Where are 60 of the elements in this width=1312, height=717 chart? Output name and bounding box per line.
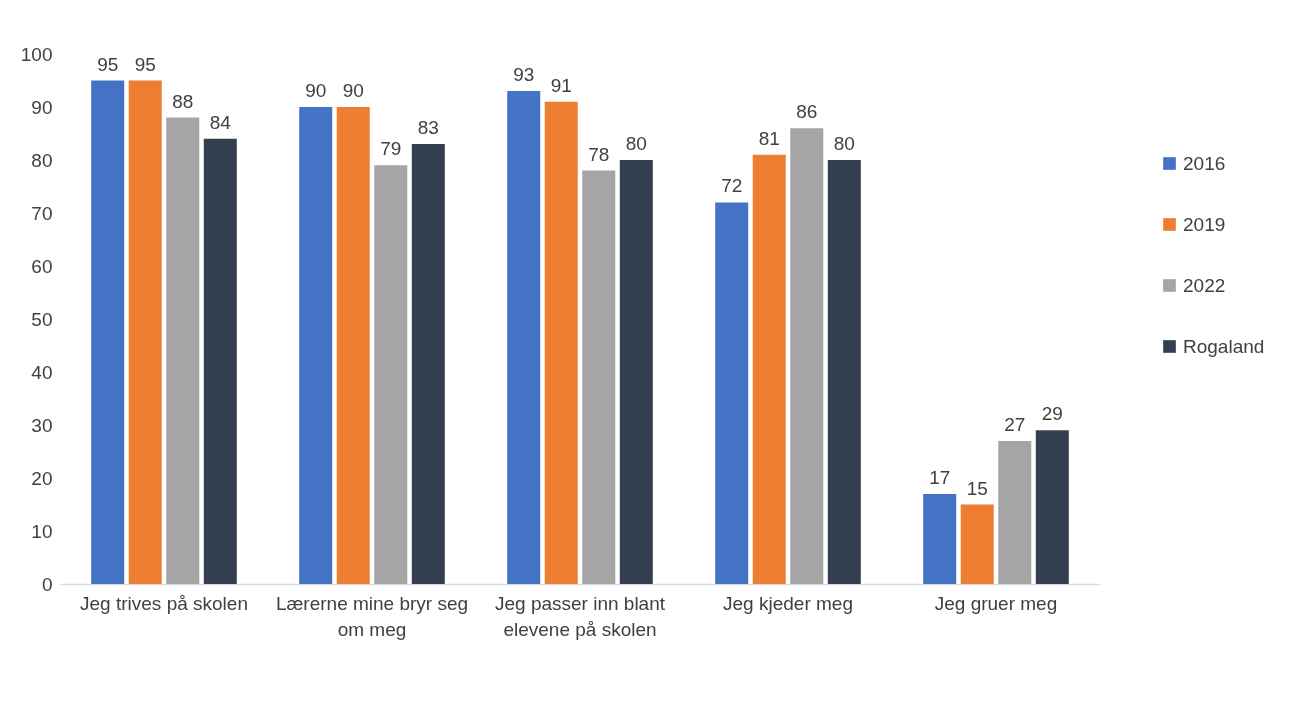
data-label: 27 (1004, 413, 1026, 435)
y-tick-label: 30 (31, 414, 53, 436)
bar (203, 138, 237, 584)
y-tick-label: 60 (31, 255, 53, 277)
bar (998, 440, 1032, 584)
data-label: 93 (513, 64, 535, 86)
bar (923, 493, 957, 584)
y-tick-label: 80 (31, 149, 53, 171)
data-label: 88 (172, 90, 194, 112)
bar (299, 107, 333, 584)
bar (715, 202, 749, 584)
bar (91, 80, 125, 584)
data-label: 15 (966, 477, 988, 499)
y-tick-label: 70 (31, 202, 53, 224)
y-tick-label: 40 (31, 361, 53, 383)
bar (960, 504, 994, 584)
data-label: 79 (380, 138, 402, 160)
legend-label: 2016 (1183, 152, 1226, 174)
bar (752, 154, 786, 584)
data-label: 95 (134, 53, 156, 75)
data-label: 81 (758, 127, 780, 149)
bar (507, 91, 541, 584)
data-label: 90 (305, 80, 327, 101)
bar (1035, 430, 1069, 584)
bar (128, 80, 162, 584)
bar (166, 117, 200, 584)
bar (374, 165, 408, 584)
bar (790, 128, 824, 584)
data-label: 78 (588, 143, 610, 165)
y-tick-label: 100 (20, 43, 53, 65)
legend-label: 2019 (1183, 213, 1226, 235)
y-tick-label: 90 (31, 96, 53, 118)
data-label: 91 (550, 74, 572, 96)
bar (411, 144, 445, 584)
legend-label: 2022 (1183, 274, 1226, 296)
y-tick-label: 10 (31, 520, 53, 542)
data-label: 84 (209, 111, 232, 133)
data-label: 83 (417, 117, 439, 139)
y-tick-label: 20 (31, 467, 53, 489)
data-label: 90 (342, 80, 364, 101)
bar (827, 160, 861, 584)
x-tick-label: Jeg kjeder meg (723, 592, 853, 614)
data-label: 80 (625, 133, 647, 154)
legend-label: Rogaland (1183, 335, 1265, 357)
data-label: 86 (796, 101, 818, 123)
x-tick-label: Jeg passer inn blant elevene på skolen (494, 592, 666, 640)
data-label: 72 (721, 175, 743, 197)
x-tick-label: Jeg gruer meg (934, 592, 1058, 614)
data-label: 17 (929, 466, 951, 488)
bar (544, 101, 578, 584)
x-tick-label: Lærerne mine bryr seg om meg (275, 592, 469, 640)
y-tick-label: 0 (41, 573, 53, 595)
bar (336, 107, 370, 584)
data-label: 80 (833, 133, 855, 154)
x-tick-label: Jeg trives på skolen (80, 592, 248, 614)
bar (619, 160, 653, 584)
y-tick-label: 50 (31, 308, 53, 330)
bar (582, 170, 616, 584)
data-label: 95 (97, 53, 119, 75)
data-label: 29 (1041, 403, 1063, 425)
